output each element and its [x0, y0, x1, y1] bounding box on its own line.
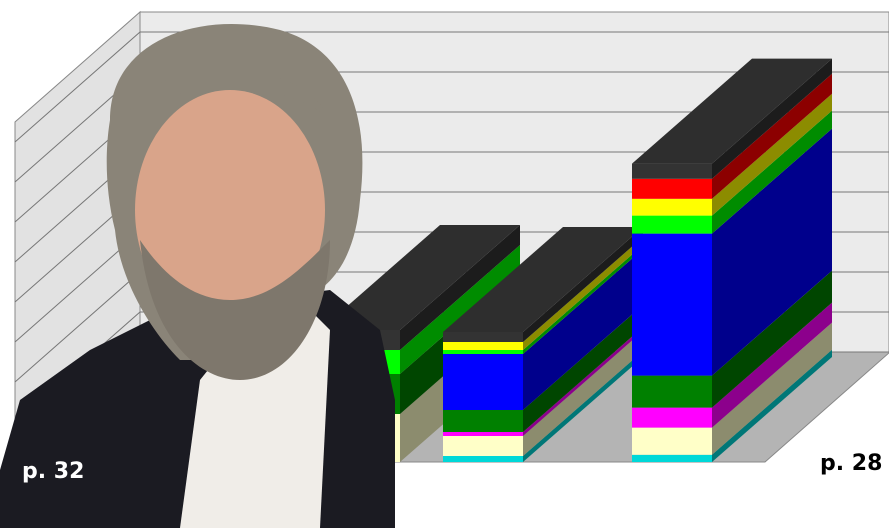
bar-segment: [443, 332, 523, 342]
bar-side: [712, 128, 832, 376]
bar-segment: [443, 350, 523, 354]
bar-segment: [632, 454, 712, 462]
bar-side: [523, 245, 643, 354]
bar-side: [712, 93, 832, 216]
bar-segment: [443, 342, 523, 350]
grid-line: [14, 31, 889, 143]
bar-side: [523, 351, 643, 462]
bar-side: [712, 270, 832, 408]
bar-side: [523, 331, 643, 456]
forehead-hair: [130, 70, 330, 120]
bar-segment: [443, 456, 523, 462]
bar-segment: [632, 407, 712, 428]
bar-side: [712, 110, 832, 234]
bar-segment: [632, 233, 712, 376]
shirt: [180, 300, 330, 528]
beard: [140, 240, 330, 380]
bar-side: [400, 225, 520, 350]
bar-side: [523, 227, 643, 342]
bar-segment: [632, 178, 712, 199]
bar-segment: [632, 375, 712, 408]
bar-segment: [632, 427, 712, 455]
bar-segment: [632, 215, 712, 234]
bar-side: [523, 237, 643, 350]
bar-segment: [443, 436, 523, 456]
bar-side: [712, 302, 832, 428]
bar-segment: [443, 432, 523, 436]
bar-side: [712, 58, 832, 179]
bar-segment: [632, 163, 712, 179]
bar-segment: [443, 410, 523, 432]
face: [135, 90, 325, 330]
bar-side: [712, 349, 832, 462]
photo: p. 32: [0, 24, 395, 528]
photo-label: p. 32: [22, 459, 84, 484]
bar-top: [443, 227, 643, 332]
page-label: p. 28: [820, 451, 882, 476]
bar-segment: [443, 354, 523, 410]
bar-side: [523, 249, 643, 410]
bar-top: [320, 225, 520, 330]
bar-side: [712, 73, 832, 199]
bar-segment: [632, 198, 712, 216]
bar-side: [523, 327, 643, 436]
bar-side: [400, 245, 520, 374]
bar-side: [523, 305, 643, 432]
bar-side: [712, 322, 832, 455]
bar-top: [632, 58, 832, 164]
